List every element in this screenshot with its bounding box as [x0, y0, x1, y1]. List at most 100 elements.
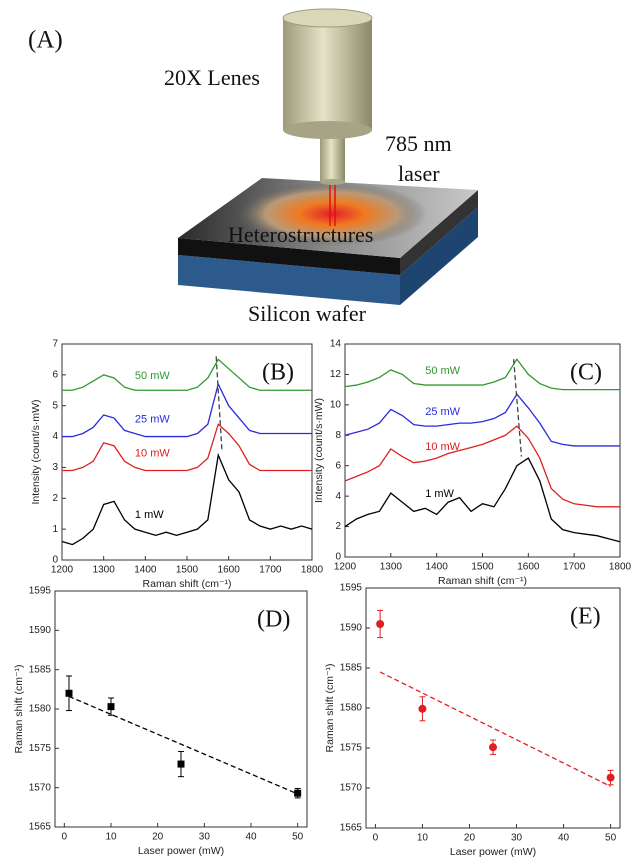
- x-axis-title: Laser power (mW): [138, 845, 224, 857]
- series-label: 50 mW: [135, 370, 170, 382]
- panel-label: (A): [28, 27, 63, 54]
- x-tick-label: 1400: [426, 562, 449, 573]
- x-tick-label: 1300: [93, 565, 116, 576]
- y-tick-label: 8: [335, 430, 341, 441]
- y-axis-title: Intensity (count/s·mW): [313, 398, 325, 503]
- x-axis-title: Raman shift (cm⁻¹): [143, 578, 232, 590]
- substrate-label: Silicon wafer: [248, 301, 367, 326]
- x-tick-label: 20: [152, 832, 164, 843]
- panel-label: (B): [262, 360, 294, 386]
- series-label: 10 mW: [425, 441, 460, 453]
- lens-nozzle-end: [320, 179, 345, 185]
- y-tick-label: 3: [52, 462, 58, 473]
- x-tick-label: 1800: [301, 565, 324, 576]
- y-tick-label: 12: [330, 369, 342, 380]
- point: [418, 705, 426, 713]
- x-axis-title: Laser power (mW): [450, 846, 536, 858]
- y-tick-label: 1575: [29, 743, 52, 754]
- y-tick-label: 1595: [29, 586, 52, 597]
- panel-label: (E): [570, 604, 601, 630]
- x-tick-label: 1600: [517, 562, 540, 573]
- y-tick-label: 6: [52, 369, 58, 380]
- x-tick-label: 1600: [218, 565, 241, 576]
- y-tick-label: 1575: [340, 743, 363, 754]
- lens-body: [283, 18, 372, 130]
- series-label: 50 mW: [425, 365, 460, 377]
- point: [376, 620, 384, 628]
- x-tick-label: 1700: [563, 562, 586, 573]
- y-tick-label: 1570: [29, 782, 52, 793]
- point: [178, 761, 185, 768]
- y-tick-label: 1565: [340, 823, 363, 834]
- x-tick-label: 50: [605, 833, 617, 844]
- sample-label: Heterostructures: [228, 222, 373, 247]
- x-tick-label: 1800: [609, 562, 632, 573]
- y-axis-title: Raman shift (cm⁻¹): [324, 664, 336, 753]
- x-tick-label: 0: [373, 833, 379, 844]
- x-tick-label: 1300: [380, 562, 403, 573]
- y-tick-label: 2: [335, 521, 341, 532]
- lens-label: 20X Lenes: [164, 65, 260, 90]
- point: [66, 690, 73, 697]
- figure: (A) 20X Lenes 785 nm laser Heterostructu…: [0, 0, 637, 867]
- series-label: 1 mW: [425, 488, 454, 500]
- diagram: (A) 20X Lenes 785 nm laser Heterostructu…: [28, 9, 478, 326]
- y-tick-label: 4: [335, 491, 341, 502]
- y-tick-label: 1: [52, 524, 58, 535]
- y-tick-label: 1570: [340, 783, 363, 794]
- y-tick-label: 1595: [340, 583, 363, 594]
- y-axis-title: Raman shift (cm⁻¹): [13, 665, 25, 754]
- spectrum: [345, 458, 620, 542]
- guide-line: [69, 696, 298, 794]
- guide-line: [216, 356, 222, 452]
- panel-label: (D): [257, 607, 290, 633]
- x-tick-label: 0: [62, 832, 68, 843]
- series-label: 1 mW: [135, 509, 164, 521]
- laser-label: 785 nm: [385, 131, 452, 156]
- spectrum: [62, 455, 312, 544]
- y-tick-label: 5: [52, 400, 58, 411]
- x-tick-label: 50: [292, 832, 304, 843]
- y-tick-label: 7: [52, 339, 58, 350]
- x-tick-label: 20: [464, 833, 476, 844]
- point: [294, 790, 301, 797]
- x-tick-label: 40: [558, 833, 570, 844]
- spectrum: [62, 424, 312, 470]
- x-tick-label: 1400: [134, 565, 157, 576]
- series-label: 25 mW: [135, 413, 170, 425]
- x-tick-label: 1700: [259, 565, 282, 576]
- spectrum: [62, 384, 312, 436]
- y-tick-label: 10: [330, 399, 342, 410]
- point: [489, 743, 497, 751]
- page: (A) 20X Lenes 785 nm laser Heterostructu…: [0, 0, 637, 867]
- point: [108, 703, 115, 710]
- panel-label: (C): [570, 360, 602, 386]
- y-tick-label: 1585: [29, 664, 52, 675]
- x-tick-label: 1200: [51, 565, 74, 576]
- x-tick-label: 1500: [176, 565, 199, 576]
- point: [607, 774, 615, 782]
- y-tick-label: 0: [52, 555, 58, 566]
- y-axis-title: Intensity (count/s·mW): [30, 399, 42, 504]
- y-tick-label: 1590: [340, 623, 363, 634]
- series-label: 10 mW: [135, 447, 170, 459]
- x-tick-label: 30: [511, 833, 523, 844]
- spectrum: [345, 394, 620, 446]
- y-tick-label: 0: [335, 552, 341, 563]
- laser-label: laser: [398, 161, 440, 186]
- y-tick-label: 1580: [340, 703, 363, 714]
- guide-line: [380, 672, 610, 786]
- x-tick-label: 40: [245, 832, 257, 843]
- spectrum: [345, 426, 620, 507]
- series-label: 25 mW: [425, 406, 460, 418]
- lens-top: [283, 9, 372, 27]
- y-tick-label: 14: [330, 339, 342, 350]
- y-tick-label: 1565: [29, 822, 52, 833]
- lens-bottom: [283, 121, 372, 139]
- y-tick-label: 2: [52, 493, 58, 504]
- x-tick-label: 1500: [471, 562, 494, 573]
- x-tick-label: 30: [199, 832, 211, 843]
- x-tick-label: 1200: [334, 562, 357, 573]
- y-tick-label: 6: [335, 460, 341, 471]
- y-tick-label: 1585: [340, 663, 363, 674]
